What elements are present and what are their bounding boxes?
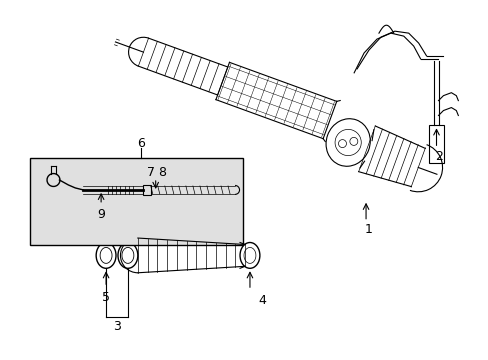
Text: 7: 7 xyxy=(146,166,154,179)
Text: 8: 8 xyxy=(157,166,165,179)
Bar xyxy=(427,125,444,163)
Text: 6: 6 xyxy=(137,137,144,150)
Text: 1: 1 xyxy=(365,223,372,236)
Bar xyxy=(30,158,243,246)
Text: 4: 4 xyxy=(257,293,265,307)
Text: 9: 9 xyxy=(97,208,105,221)
Text: 3: 3 xyxy=(113,320,121,333)
Text: 2: 2 xyxy=(435,150,443,163)
Bar xyxy=(142,185,150,195)
Text: 5: 5 xyxy=(102,291,110,303)
